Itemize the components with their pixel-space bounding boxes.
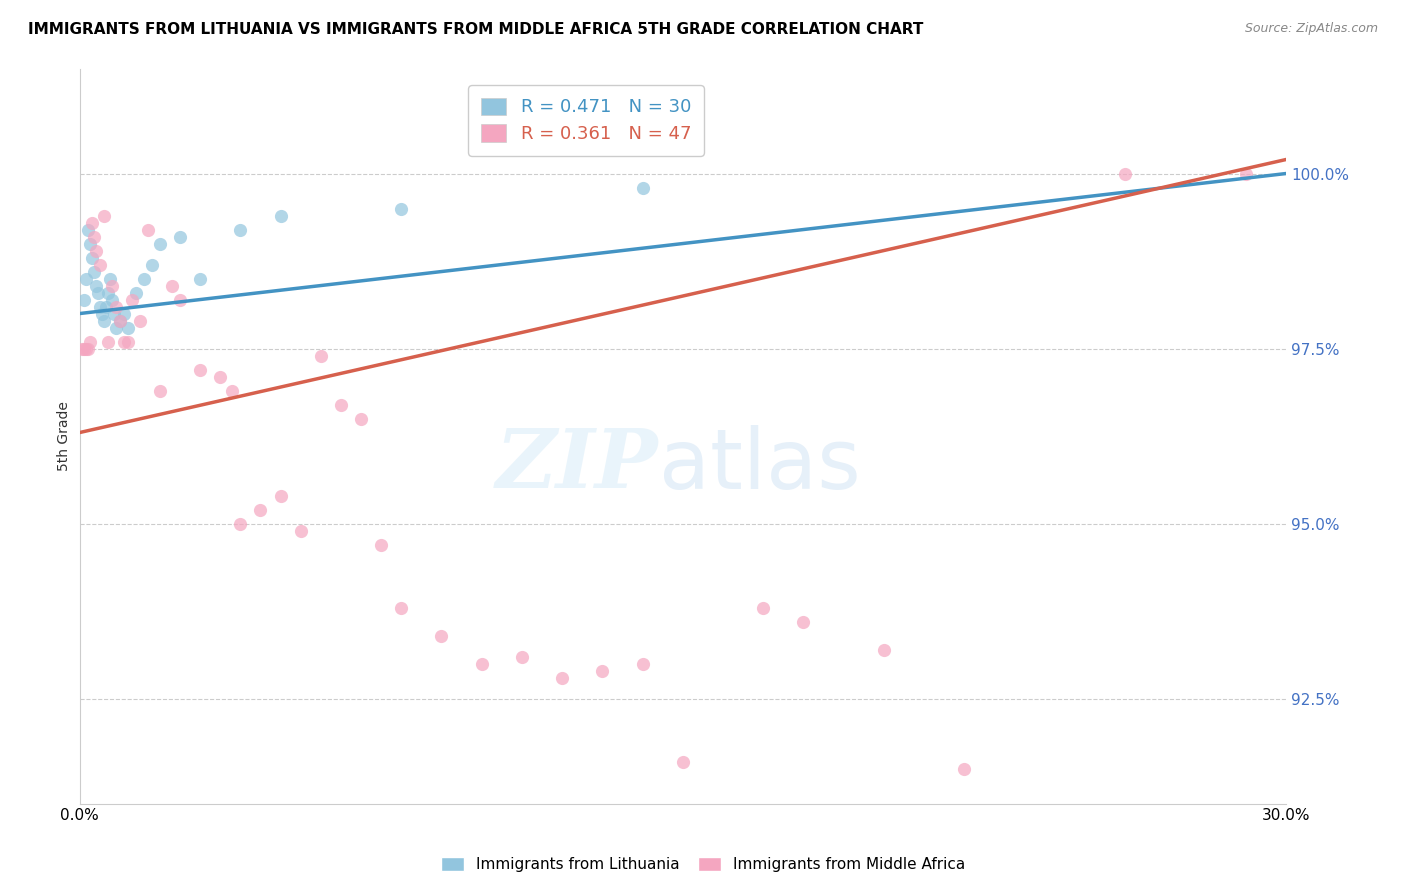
Point xyxy=(389,202,412,216)
Point xyxy=(188,362,211,376)
Point xyxy=(83,229,105,244)
Point xyxy=(89,258,111,272)
Point xyxy=(90,307,112,321)
Point xyxy=(1234,167,1257,181)
Point xyxy=(270,489,292,503)
Point xyxy=(117,320,139,334)
Point xyxy=(84,244,107,258)
Point xyxy=(672,755,695,769)
Point xyxy=(471,657,494,671)
Point xyxy=(103,307,125,321)
Point xyxy=(112,334,135,349)
Point xyxy=(112,307,135,321)
Point xyxy=(631,180,654,194)
Point xyxy=(108,313,131,327)
Point xyxy=(873,642,896,657)
Text: ZIP: ZIP xyxy=(496,425,658,506)
Point xyxy=(121,293,143,307)
Point xyxy=(79,236,101,251)
Point xyxy=(89,300,111,314)
Point xyxy=(188,271,211,285)
Point xyxy=(86,285,108,300)
Point xyxy=(70,342,93,356)
Point xyxy=(229,222,252,236)
Point xyxy=(631,657,654,671)
Point xyxy=(551,671,574,685)
Point xyxy=(249,502,271,516)
Point xyxy=(83,264,105,278)
Point xyxy=(72,342,94,356)
Point xyxy=(76,342,98,356)
Point xyxy=(97,334,120,349)
Point xyxy=(93,313,115,327)
Point xyxy=(350,411,373,425)
Legend: R = 0.471   N = 30, R = 0.361   N = 47: R = 0.471 N = 30, R = 0.361 N = 47 xyxy=(468,85,704,156)
Point xyxy=(80,251,103,265)
Point xyxy=(510,649,533,664)
Point xyxy=(270,209,292,223)
Point xyxy=(75,342,97,356)
Point xyxy=(1114,167,1136,181)
Point xyxy=(169,293,191,307)
Point xyxy=(752,600,775,615)
Point xyxy=(104,320,127,334)
Point xyxy=(132,271,155,285)
Point xyxy=(229,516,252,531)
Point xyxy=(79,334,101,349)
Point xyxy=(953,762,976,776)
Point xyxy=(93,209,115,223)
Point xyxy=(389,600,412,615)
Point xyxy=(329,398,352,412)
Point xyxy=(100,278,122,293)
Point xyxy=(149,236,172,251)
Point xyxy=(94,300,117,314)
Point xyxy=(125,285,148,300)
Point xyxy=(290,524,312,538)
Point xyxy=(104,300,127,314)
Point xyxy=(430,629,453,643)
Point xyxy=(160,278,183,293)
Point xyxy=(108,313,131,327)
Point xyxy=(792,615,814,629)
Point xyxy=(136,222,159,236)
Text: IMMIGRANTS FROM LITHUANIA VS IMMIGRANTS FROM MIDDLE AFRICA 5TH GRADE CORRELATION: IMMIGRANTS FROM LITHUANIA VS IMMIGRANTS … xyxy=(28,22,924,37)
Point xyxy=(100,293,122,307)
Point xyxy=(221,384,243,398)
Point xyxy=(141,258,163,272)
Point xyxy=(169,229,191,244)
Point xyxy=(309,349,332,363)
Point xyxy=(75,271,97,285)
Point xyxy=(84,278,107,293)
Point xyxy=(209,369,232,384)
Legend: Immigrants from Lithuania, Immigrants from Middle Africa: Immigrants from Lithuania, Immigrants fr… xyxy=(433,849,973,880)
Point xyxy=(149,384,172,398)
Point xyxy=(128,313,150,327)
Text: Source: ZipAtlas.com: Source: ZipAtlas.com xyxy=(1244,22,1378,36)
Point xyxy=(98,271,121,285)
Text: atlas: atlas xyxy=(658,425,860,506)
Point xyxy=(80,215,103,229)
Point xyxy=(72,293,94,307)
Point xyxy=(370,538,392,552)
Point xyxy=(117,334,139,349)
Point xyxy=(97,285,120,300)
Point xyxy=(591,664,613,678)
Point xyxy=(76,222,98,236)
Y-axis label: 5th Grade: 5th Grade xyxy=(58,401,72,471)
